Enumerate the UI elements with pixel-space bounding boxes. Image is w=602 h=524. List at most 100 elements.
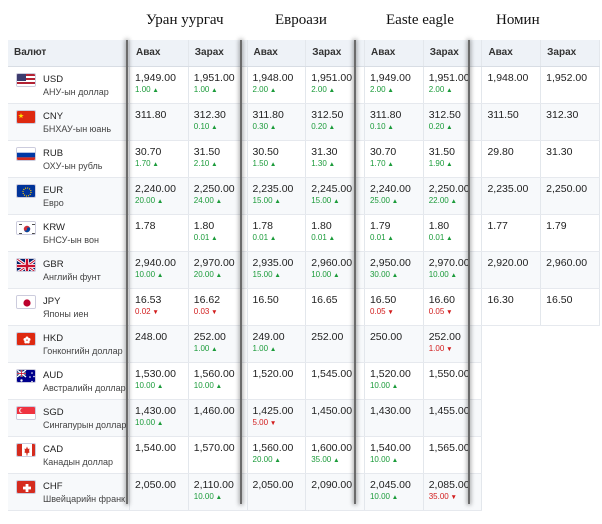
header-currency: Валют bbox=[8, 40, 131, 67]
rate-value: 1,565.00 bbox=[428, 441, 470, 454]
buy-rate-cell: 1,540.00 bbox=[129, 436, 189, 474]
sell-rate-cell: 1,951.00 2.00 bbox=[305, 66, 365, 104]
rate-value: 2,920.00 bbox=[487, 256, 529, 269]
buy-rate-cell: 16.53 0.02 bbox=[129, 288, 189, 326]
buy-rate-cell: 30.70 1.70 bbox=[129, 140, 189, 178]
rate-value: 2,240.00 bbox=[135, 182, 176, 195]
cn-flag-icon bbox=[16, 109, 36, 124]
rate-change-up: 2.00 bbox=[311, 85, 359, 96]
buy-rate-cell: 248.00 bbox=[129, 325, 189, 363]
rate-change-up: 10.00 bbox=[194, 492, 242, 503]
rate-change-up: 0.01 bbox=[370, 233, 418, 244]
rate-value: 1.79 bbox=[546, 219, 567, 232]
bank-title-uran: Уран уургач bbox=[146, 12, 224, 28]
rate-value: 31.50 bbox=[428, 145, 455, 158]
sell-rate-cell: 1.80 0.01 bbox=[423, 214, 483, 252]
rate-value: 16.60 bbox=[428, 293, 455, 306]
kr-flag-icon bbox=[16, 220, 36, 235]
rate-value: 2,940.00 bbox=[135, 256, 176, 269]
rate-value: 252.00 bbox=[311, 330, 344, 343]
empty-cell bbox=[540, 325, 600, 363]
buy-rate-cell: 2,240.00 20.00 bbox=[129, 177, 189, 215]
rate-change-up: 2.00 bbox=[253, 85, 301, 96]
buy-rate-cell: 1,520.00 10.00 bbox=[364, 362, 424, 400]
ru-flag-icon bbox=[16, 146, 36, 161]
buy-rate-cell: 1.77 bbox=[481, 214, 542, 252]
rate-change-up: 15.00 bbox=[253, 270, 301, 281]
header-buy: Авах bbox=[481, 40, 542, 67]
bank-separator bbox=[240, 40, 242, 504]
rate-value: 1,948.00 bbox=[252, 71, 294, 84]
rate-value: 16.53 bbox=[135, 293, 162, 306]
rate-change-up: 10.00 bbox=[429, 270, 477, 281]
sell-rate-cell: 1,550.00 bbox=[423, 362, 483, 400]
rate-value: 1.80 bbox=[428, 219, 450, 232]
currency-cell: AUD Австралийн доллар bbox=[8, 362, 131, 400]
rate-value: 2,960.00 bbox=[546, 256, 588, 269]
currency-name: Английн фунт bbox=[43, 271, 101, 282]
rate-change-up: 0.30 bbox=[253, 122, 301, 133]
rate-value: 30.70 bbox=[369, 145, 397, 158]
rate-value: 2,050.00 bbox=[135, 478, 176, 491]
buy-rate-cell: 250.00 bbox=[364, 325, 424, 363]
rate-value: 1,951.00 bbox=[428, 71, 470, 84]
currency-name: Австралийн доллар bbox=[43, 382, 126, 393]
sell-rate-cell: 2,090.00 bbox=[305, 473, 365, 511]
buy-rate-cell: 1,540.00 10.00 bbox=[364, 436, 424, 474]
sell-rate-cell: 2,085.00 35.00 bbox=[423, 473, 483, 511]
rate-value: 1.80 bbox=[193, 219, 215, 232]
rate-value: 16.50 bbox=[369, 293, 397, 306]
sell-rate-cell: 2,110.00 10.00 bbox=[188, 473, 248, 511]
rate-value: 30.70 bbox=[135, 145, 162, 158]
currency-name: БНСУ-ын вон bbox=[43, 234, 99, 245]
rate-value: 1,545.00 bbox=[311, 367, 353, 380]
au-flag-icon bbox=[16, 368, 36, 383]
sell-rate-cell: 31.50 2.10 bbox=[188, 140, 248, 178]
currency-code: USD bbox=[43, 73, 64, 85]
rate-value: 1.77 bbox=[487, 219, 508, 232]
rate-value: 2,245.00 bbox=[311, 182, 353, 195]
eu-flag-icon bbox=[16, 183, 36, 198]
rate-value: 2,110.00 bbox=[193, 478, 234, 491]
buy-rate-cell: 29.80 bbox=[481, 140, 542, 178]
rate-value: 1,520.00 bbox=[252, 367, 294, 380]
rate-value: 16.50 bbox=[546, 293, 573, 306]
buy-rate-cell: 311.80 bbox=[129, 103, 189, 141]
buy-rate-cell: 16.30 bbox=[481, 288, 542, 326]
sell-rate-cell: 1.80 0.01 bbox=[188, 214, 248, 252]
currency-cell: CHF Швейцарийн франк bbox=[8, 473, 131, 511]
rate-change-up: 1.50 bbox=[253, 159, 301, 170]
rate-value: 1,952.00 bbox=[546, 71, 588, 84]
rate-value: 1.80 bbox=[311, 219, 332, 232]
rate-value: 250.00 bbox=[369, 330, 403, 343]
ca-flag-icon bbox=[16, 442, 36, 457]
buy-rate-cell: 1.78 0.01 bbox=[247, 214, 307, 252]
bank-separator bbox=[468, 40, 470, 504]
currency-name: АНУ-ын доллар bbox=[43, 86, 109, 97]
rate-change-up: 15.00 bbox=[311, 196, 359, 207]
buy-rate-cell: 1,520.00 bbox=[247, 362, 307, 400]
rate-value: 1,949.00 bbox=[135, 71, 176, 84]
sell-rate-cell: 252.00 1.00 bbox=[423, 325, 483, 363]
sg-flag-icon bbox=[16, 405, 36, 420]
rate-value: 312.30 bbox=[193, 108, 226, 121]
currency-cell: EUR Евро bbox=[8, 177, 131, 215]
sell-rate-cell: 2,960.00 bbox=[540, 251, 600, 289]
rate-value: 1,951.00 bbox=[193, 71, 235, 84]
sell-rate-cell: 31.50 1.90 bbox=[423, 140, 483, 178]
currency-cell: USD АНУ-ын доллар bbox=[8, 66, 131, 104]
rate-value: 311.80 bbox=[252, 108, 284, 121]
sell-rate-cell: 16.50 bbox=[540, 288, 600, 326]
rate-change-up: 2.10 bbox=[194, 159, 242, 170]
rate-change-up: 22.00 bbox=[429, 196, 477, 207]
buy-rate-cell: 2,235.00 bbox=[481, 177, 542, 215]
rate-change-up: 2.00 bbox=[429, 85, 477, 96]
rate-change-up: 1.00 bbox=[253, 344, 301, 355]
header-sell: Зарах bbox=[423, 40, 483, 67]
hk-flag-icon bbox=[16, 331, 36, 346]
